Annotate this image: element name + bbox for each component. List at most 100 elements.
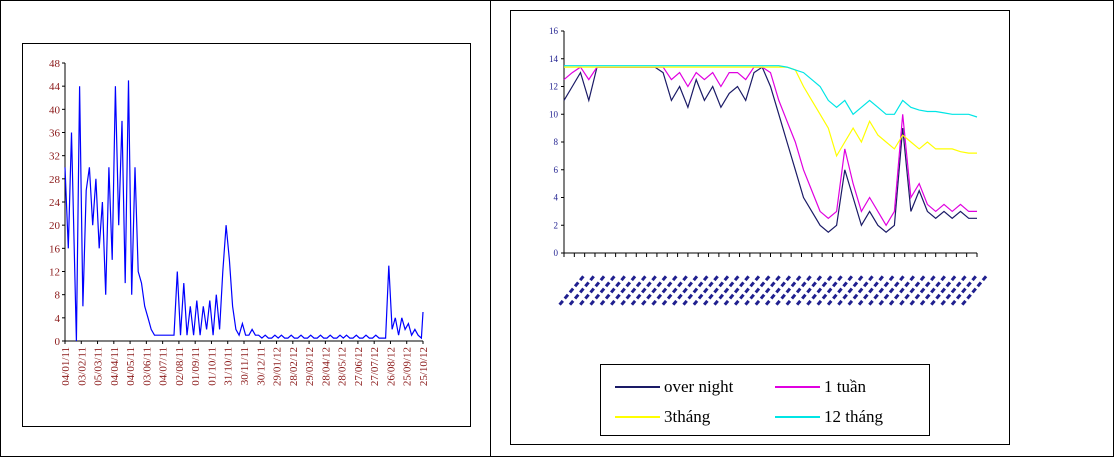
x-tick-label: 30/12/11 <box>255 347 267 386</box>
x-tick-label-glyph <box>930 299 936 306</box>
x-tick-label-glyph <box>888 287 895 294</box>
x-tick-label-mark <box>682 275 709 306</box>
x-tick-label-glyph <box>620 299 626 306</box>
x-tick-label-mark <box>930 275 957 306</box>
x-tick-label-glyph <box>733 299 740 306</box>
series-line-3 <box>564 65 978 118</box>
x-tick-label: 29/03/12 <box>304 347 316 386</box>
x-tick-label-mark <box>909 275 936 306</box>
x-tick-label-glyph <box>868 275 874 282</box>
x-tick-label-glyph <box>615 281 621 288</box>
x-tick-label-glyph <box>733 287 740 294</box>
x-tick-label-mark <box>857 275 884 306</box>
x-tick-label-glyph <box>661 287 668 294</box>
y-tick-label: 0 <box>55 336 61 348</box>
x-tick-label-glyph <box>780 281 786 288</box>
x-tick-label-glyph <box>630 287 637 294</box>
x-tick-label-glyph <box>924 281 931 288</box>
x-tick-label-glyph <box>589 299 595 306</box>
x-tick-label-mark <box>744 275 771 306</box>
x-tick-label-glyph <box>832 293 838 300</box>
x-tick-label-glyph <box>847 299 854 306</box>
x-tick-label-glyph <box>826 299 833 306</box>
x-tick-label-glyph <box>656 293 663 300</box>
right-table-cell: 0 2 4 6 8 10 12 14 16 over night 1 tuần 3tháng 1… <box>490 0 1114 457</box>
x-tick-label-glyph <box>857 275 864 282</box>
x-tick-label-glyph <box>935 293 941 300</box>
x-tick-label-glyph <box>775 275 781 282</box>
x-tick-label-mark <box>785 275 812 306</box>
x-tick-label-mark <box>847 275 874 306</box>
x-tick-label-glyph <box>651 275 657 282</box>
series-line-0 <box>563 66 977 233</box>
x-tick-label-glyph <box>878 275 884 282</box>
x-tick-label-glyph <box>749 281 755 288</box>
x-tick-label: 02/08/11 <box>174 347 186 386</box>
x-tick-label-glyph <box>940 287 946 294</box>
x-tick-label-glyph <box>775 287 781 294</box>
x-tick-label-glyph <box>909 275 915 282</box>
x-tick-label-glyph <box>868 287 874 294</box>
x-tick-label-glyph <box>620 275 626 282</box>
x-tick-label-glyph <box>744 299 750 306</box>
legend-swatch-3 <box>775 416 820 418</box>
x-tick-label-glyph <box>672 287 678 294</box>
x-tick-label-glyph <box>847 275 853 282</box>
legend-item-1: 1 tuần <box>775 377 866 397</box>
x-tick-label: 05/03/11 <box>93 347 105 386</box>
x-tick-label-glyph <box>919 287 926 294</box>
y-tick-label: 16 <box>549 26 559 36</box>
x-tick-label-glyph <box>914 293 921 300</box>
x-tick-label-glyph <box>940 275 946 282</box>
x-tick-label-glyph <box>945 281 952 288</box>
x-tick-label-glyph <box>940 299 947 306</box>
y-tick-label: 48 <box>49 58 61 70</box>
x-tick-label-glyph <box>945 293 952 300</box>
x-tick-label-mark <box>806 275 833 306</box>
x-tick-label-glyph <box>641 299 647 306</box>
x-tick-label: 04/01/11 <box>60 347 72 386</box>
x-tick-label-glyph <box>692 275 699 282</box>
x-tick-label-glyph <box>961 275 967 282</box>
x-tick-label-mark <box>837 275 864 306</box>
x-tick-label-glyph <box>878 299 885 306</box>
x-tick-label-glyph <box>651 299 657 306</box>
x-tick-label-glyph <box>630 275 637 282</box>
x-tick-label: 27/07/12 <box>369 347 381 386</box>
x-tick-label-mark <box>610 275 637 306</box>
x-tick-label-glyph <box>878 287 885 294</box>
x-tick-label-glyph <box>971 275 977 282</box>
x-tick-label: 01/10/11 <box>206 347 218 386</box>
x-tick-label-glyph <box>677 281 683 288</box>
x-tick-label-glyph <box>610 287 616 294</box>
x-tick-label-glyph <box>584 293 590 300</box>
x-tick-label: 29/01/12 <box>272 347 284 386</box>
x-tick-label-glyph <box>826 287 833 294</box>
x-tick-label: 01/09/11 <box>190 347 202 386</box>
x-tick-label: 31/10/11 <box>223 347 235 386</box>
x-tick-label-mark <box>672 275 699 306</box>
x-tick-label-glyph <box>656 281 663 288</box>
x-tick-label-glyph <box>625 281 632 288</box>
x-tick-label-glyph <box>646 281 652 288</box>
y-tick-label: 36 <box>49 128 61 140</box>
legend-item-0: over night <box>615 377 733 397</box>
x-tick-label-mark <box>568 275 595 306</box>
x-tick-label-mark <box>692 275 719 306</box>
x-tick-label-glyph <box>697 293 704 300</box>
x-tick-label-glyph <box>842 281 848 288</box>
x-tick-label-glyph <box>666 293 673 300</box>
x-tick-label: 25/09/12 <box>402 347 414 386</box>
x-tick-label-mark <box>630 275 657 306</box>
x-tick-label-glyph <box>770 281 776 288</box>
x-tick-label-glyph <box>795 275 802 282</box>
series-line-2 <box>564 66 977 158</box>
x-tick-label-glyph <box>672 299 678 306</box>
x-tick-label-glyph <box>718 281 724 288</box>
y-tick-label: 0 <box>554 248 559 258</box>
x-tick-label-glyph <box>702 287 709 294</box>
x-tick-label-glyph <box>785 275 792 282</box>
x-tick-label-mark <box>919 275 946 306</box>
x-tick-label-glyph <box>775 299 781 306</box>
x-tick-label-glyph <box>641 287 647 294</box>
